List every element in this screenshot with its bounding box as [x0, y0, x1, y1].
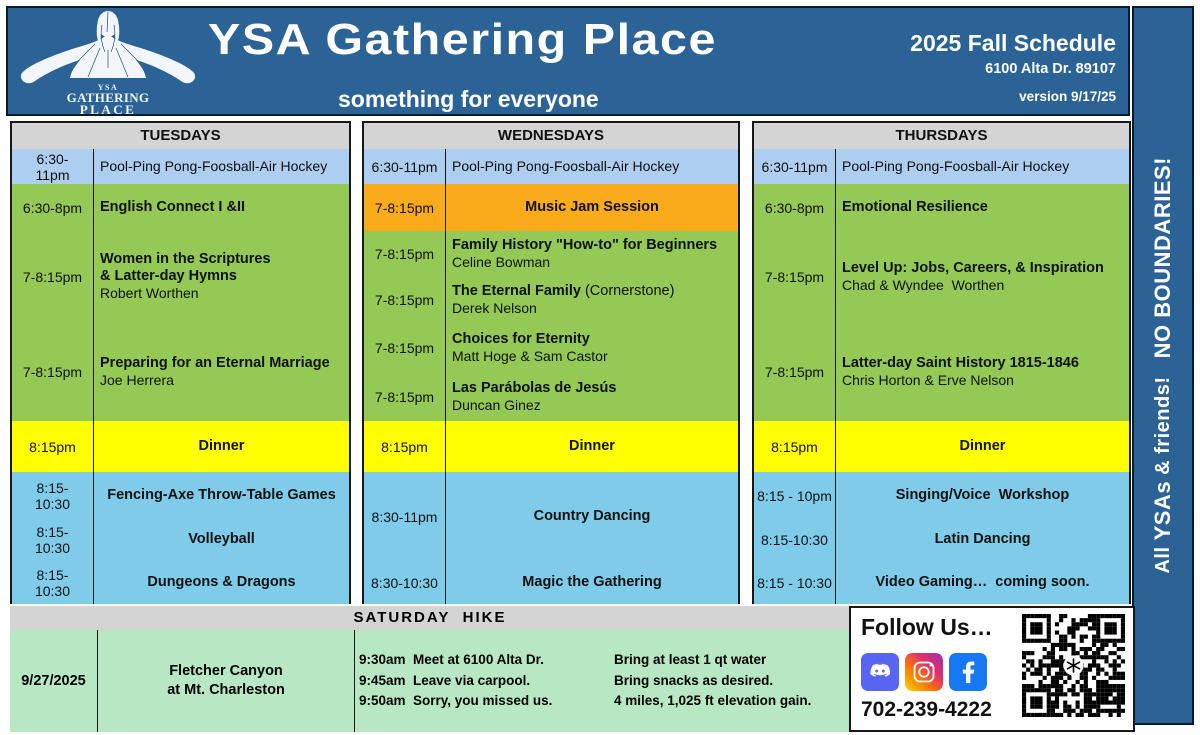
svg-text:PLACE: PLACE [80, 102, 137, 116]
